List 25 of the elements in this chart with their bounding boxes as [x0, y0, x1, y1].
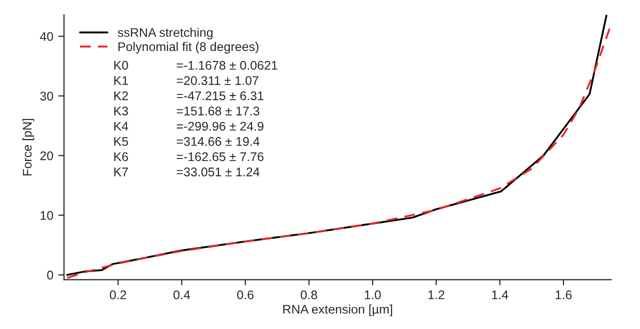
text: K3 =151.68 ± 17.3: [114, 106, 260, 116]
x-tick-label: 0.4: [174, 290, 190, 300]
text: K7 =33.051 ± 1.24: [114, 168, 260, 176]
x-tick-label: 1.2: [428, 290, 444, 300]
x-tick-label: 1.0: [364, 290, 381, 300]
legend-label: ssRNA stretching: [118, 28, 213, 40]
x-tick-label: 1.6: [556, 290, 572, 300]
legend-label: Polynomial fit (8 degrees): [118, 42, 258, 54]
text: K6 =-162.65 ± 7.76: [114, 152, 264, 162]
x-tick-label: 1.4: [492, 290, 508, 300]
y-tick-label: 10: [40, 211, 54, 220]
y-tick-label: 0: [47, 270, 54, 280]
text: K2 =-47.215 ± 6.31: [114, 91, 264, 100]
y-tick-label: 40: [40, 32, 54, 41]
x-tick-label: 0.2: [110, 290, 126, 300]
x-axis-title: RNA extension [µm]: [283, 304, 392, 316]
text: K0 =-1.1678 ± 0.0621: [114, 60, 278, 70]
y-tick-label: 30: [40, 92, 54, 101]
x-tick-label: 0.8: [300, 290, 318, 300]
y-axis-title: Force [pN]: [22, 118, 34, 176]
x-tick-label: 0.6: [237, 290, 254, 300]
text: K4 =-299.96 ± 24.9: [114, 122, 264, 131]
y-tick-label: 20: [40, 151, 54, 160]
text: K5 =314.66 ± 19.4: [114, 137, 260, 146]
text: K1 =20.311 ± 1.07: [114, 76, 258, 85]
